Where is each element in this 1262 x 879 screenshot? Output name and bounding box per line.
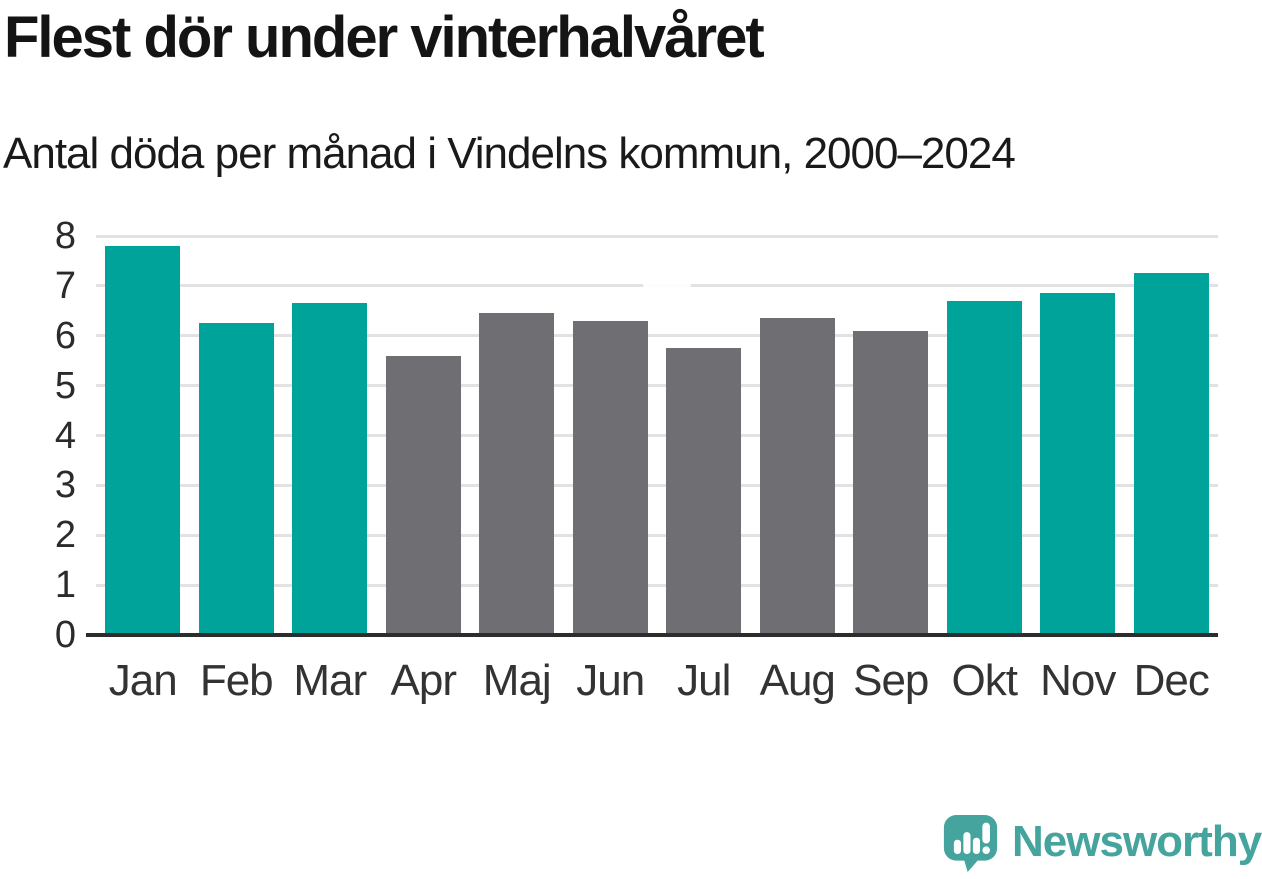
x-tick-label-feb: Feb <box>199 656 274 705</box>
x-axis-line <box>86 633 1218 637</box>
bar-apr <box>385 355 461 635</box>
y-tick-label-3: 3 <box>54 464 76 507</box>
chart-subtitle: Antal döda per månad i Vindelns kommun, … <box>3 129 1016 178</box>
y-tick-label-4: 4 <box>54 414 76 457</box>
newsworthy-brand: Newsworthy <box>942 812 1262 875</box>
x-tick-label-aug: Aug <box>759 656 836 705</box>
y-tick-label-8: 8 <box>54 215 76 257</box>
gridline-y6 <box>96 334 1218 338</box>
bar-okt <box>946 300 1022 635</box>
gridline-y8 <box>96 234 1218 238</box>
x-tick-label-jan: Jan <box>108 656 178 705</box>
bar-jul <box>666 348 742 635</box>
gridline-y4 <box>96 434 1218 437</box>
gridline-y3 <box>96 483 1218 487</box>
gridline-y2 <box>96 533 1218 537</box>
x-tick-label-maj: Maj <box>482 656 552 705</box>
bar-chart-plot-area: 0 1 2 3 4 5 6 7 8 Jan Feb Mar Apr Maj Jun Jul Aug Sep Okt… <box>54 215 1218 705</box>
x-tick-label-dec: Dec <box>1133 656 1210 705</box>
x-tick-label-mar: Mar <box>293 656 367 705</box>
x-tick-label-sep: Sep <box>853 656 929 705</box>
y-tick-label-2: 2 <box>54 514 76 557</box>
bar-nov <box>1040 293 1116 635</box>
gridline-y1 <box>96 583 1218 587</box>
x-tick-label-apr: Apr <box>390 656 457 705</box>
bar-dec <box>1133 273 1209 635</box>
bar-sep <box>853 330 929 635</box>
gridline-y5 <box>96 384 1218 388</box>
x-tick-label-okt: Okt <box>951 656 1018 705</box>
y-tick-label-5: 5 <box>54 364 76 407</box>
gridline-gap-artifact <box>643 279 691 290</box>
y-tick-label-7: 7 <box>54 264 76 307</box>
bar-jun <box>572 320 648 635</box>
bar-jan <box>105 245 181 635</box>
chart-title: Flest dör under vinterhalvåret <box>4 5 765 70</box>
bar-maj <box>479 313 555 635</box>
x-tick-label-nov: Nov <box>1040 656 1116 705</box>
bar-feb <box>198 323 274 635</box>
x-tick-label-jul: Jul <box>677 656 731 705</box>
y-tick-label-1: 1 <box>54 564 76 607</box>
newsworthy-logo-icon <box>942 812 999 875</box>
bar-mar <box>292 303 368 635</box>
bar-aug <box>759 318 835 635</box>
y-tick-label-0: 0 <box>54 614 76 656</box>
x-tick-label-jun: Jun <box>576 656 645 705</box>
newsworthy-wordmark: Newsworthy <box>1012 816 1262 866</box>
y-tick-label-6: 6 <box>54 314 76 357</box>
